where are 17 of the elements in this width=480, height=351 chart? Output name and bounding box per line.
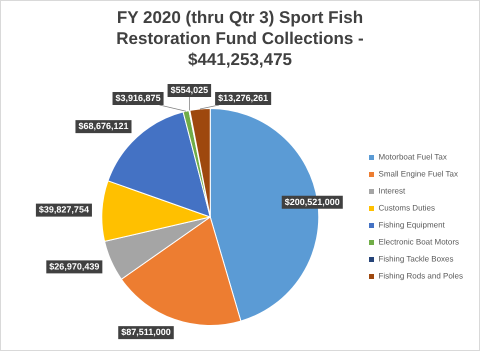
legend-label: Customs Duties — [378, 204, 435, 213]
legend-label: Fishing Rods and Poles — [378, 272, 464, 281]
data-label: $200,521,000 — [284, 196, 340, 207]
legend-label: Motorboat Fuel Tax — [378, 152, 447, 162]
legend-label: Electronic Boat Motors — [378, 238, 459, 247]
chart-title: FY 2020 (thru Qtr 3) Sport Fish Restoration Fund Collections - $441,253,475 — [115, 7, 365, 70]
legend-label: Small Engine Fuel Tax — [378, 170, 458, 179]
legend-label: Interest — [378, 186, 406, 196]
data-label: $39,827,754 — [38, 204, 89, 215]
legend-label: Fishing Equipment — [378, 220, 446, 230]
legend-label: Fishing Tackle Boxes — [378, 254, 454, 264]
data-label: $13,276,261 — [218, 92, 268, 103]
data-label: $68,676,121 — [78, 121, 129, 132]
data-label: $87,511,000 — [121, 327, 171, 338]
data-label: $3,916,875 — [116, 92, 161, 103]
data-label: $26,970,439 — [49, 261, 100, 272]
data-label: $554,025 — [170, 84, 208, 95]
